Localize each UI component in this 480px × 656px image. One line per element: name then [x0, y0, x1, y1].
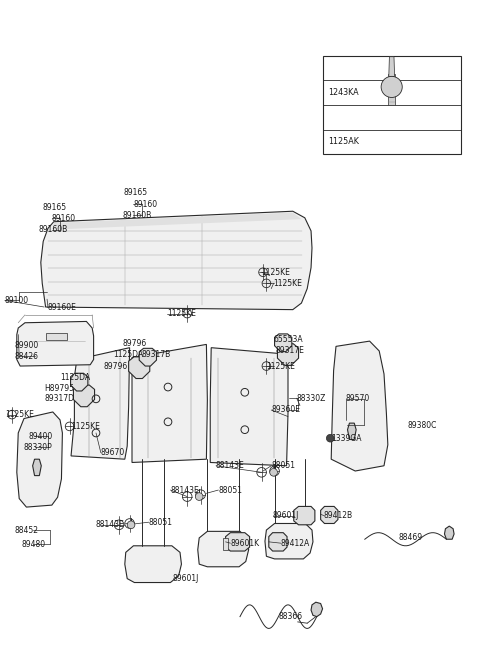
- Text: 1125KE: 1125KE: [266, 361, 295, 371]
- Polygon shape: [198, 531, 249, 567]
- Text: 1243KA: 1243KA: [328, 88, 359, 97]
- Polygon shape: [41, 211, 312, 310]
- Text: 88051: 88051: [149, 518, 173, 527]
- Polygon shape: [210, 348, 288, 466]
- Text: 89165: 89165: [124, 188, 148, 197]
- Circle shape: [127, 521, 135, 529]
- Polygon shape: [321, 506, 338, 523]
- Text: 89670: 89670: [101, 448, 125, 457]
- Polygon shape: [331, 341, 388, 471]
- Text: 1125KE: 1125KE: [167, 309, 196, 318]
- Text: 89160B: 89160B: [38, 225, 68, 234]
- Polygon shape: [129, 357, 150, 379]
- Circle shape: [270, 468, 277, 476]
- Text: 88366: 88366: [278, 612, 302, 621]
- Bar: [46, 333, 67, 340]
- Text: 89160: 89160: [52, 214, 76, 223]
- Text: 88330P: 88330P: [24, 443, 53, 452]
- Polygon shape: [294, 506, 315, 525]
- Text: 1125KE: 1125KE: [71, 422, 100, 431]
- Text: H89795: H89795: [44, 384, 74, 393]
- Circle shape: [381, 76, 402, 98]
- Circle shape: [326, 434, 334, 442]
- Text: 89480: 89480: [22, 540, 46, 549]
- Text: 88452: 88452: [14, 525, 38, 535]
- Text: 89601J: 89601J: [273, 511, 299, 520]
- Text: 89160: 89160: [133, 199, 157, 209]
- Polygon shape: [269, 533, 287, 551]
- Text: 1125KE: 1125KE: [274, 279, 302, 288]
- Polygon shape: [388, 74, 395, 106]
- Text: 1339GA: 1339GA: [331, 434, 362, 443]
- Text: 88330Z: 88330Z: [297, 394, 326, 403]
- Text: 89317B: 89317B: [142, 350, 171, 359]
- Polygon shape: [311, 602, 323, 617]
- Text: 1125KE: 1125KE: [262, 268, 290, 277]
- Text: 89412B: 89412B: [324, 511, 353, 520]
- Bar: [323, 56, 461, 154]
- Polygon shape: [265, 523, 313, 559]
- Text: 1125AK: 1125AK: [328, 137, 359, 146]
- Text: 89317D: 89317D: [44, 394, 74, 403]
- Polygon shape: [17, 412, 62, 507]
- Polygon shape: [389, 57, 395, 76]
- Polygon shape: [380, 106, 403, 128]
- Polygon shape: [71, 348, 130, 459]
- Polygon shape: [17, 321, 94, 366]
- Polygon shape: [53, 213, 301, 230]
- Text: 89317E: 89317E: [276, 346, 305, 356]
- Text: 88143E: 88143E: [216, 461, 245, 470]
- Text: 89796: 89796: [122, 338, 147, 348]
- Polygon shape: [71, 373, 88, 391]
- Polygon shape: [73, 385, 95, 407]
- Text: 88469: 88469: [398, 533, 422, 543]
- Text: 1125DA: 1125DA: [60, 373, 90, 382]
- Text: 88426: 88426: [14, 352, 38, 361]
- Text: 89100: 89100: [5, 296, 29, 305]
- Text: 89160E: 89160E: [48, 302, 77, 312]
- Polygon shape: [444, 526, 454, 539]
- Bar: [223, 538, 228, 550]
- Text: 88051: 88051: [218, 485, 242, 495]
- Polygon shape: [348, 423, 356, 440]
- Text: 88143E: 88143E: [170, 485, 199, 495]
- Text: 89601K: 89601K: [230, 539, 260, 548]
- Polygon shape: [132, 344, 207, 462]
- Polygon shape: [277, 344, 299, 365]
- Text: 65553A: 65553A: [274, 335, 303, 344]
- Text: 89570: 89570: [346, 394, 370, 403]
- Text: 89796: 89796: [103, 361, 128, 371]
- Polygon shape: [226, 533, 250, 551]
- Text: 88051: 88051: [271, 461, 295, 470]
- Text: 89400: 89400: [29, 432, 53, 441]
- Text: 89900: 89900: [14, 341, 39, 350]
- Text: 88143E: 88143E: [96, 520, 125, 529]
- Text: 1125DA: 1125DA: [113, 350, 143, 359]
- Text: 89360E: 89360E: [271, 405, 300, 415]
- Text: 89601J: 89601J: [173, 574, 199, 583]
- Text: 89160B: 89160B: [122, 211, 152, 220]
- Circle shape: [195, 493, 203, 501]
- Polygon shape: [275, 334, 292, 352]
- Polygon shape: [139, 348, 156, 366]
- Text: 89165: 89165: [42, 203, 66, 212]
- Text: 89412A: 89412A: [281, 539, 310, 548]
- Polygon shape: [33, 459, 41, 476]
- Text: 1125KE: 1125KE: [5, 410, 34, 419]
- Polygon shape: [125, 546, 181, 583]
- Text: 89380C: 89380C: [408, 420, 437, 430]
